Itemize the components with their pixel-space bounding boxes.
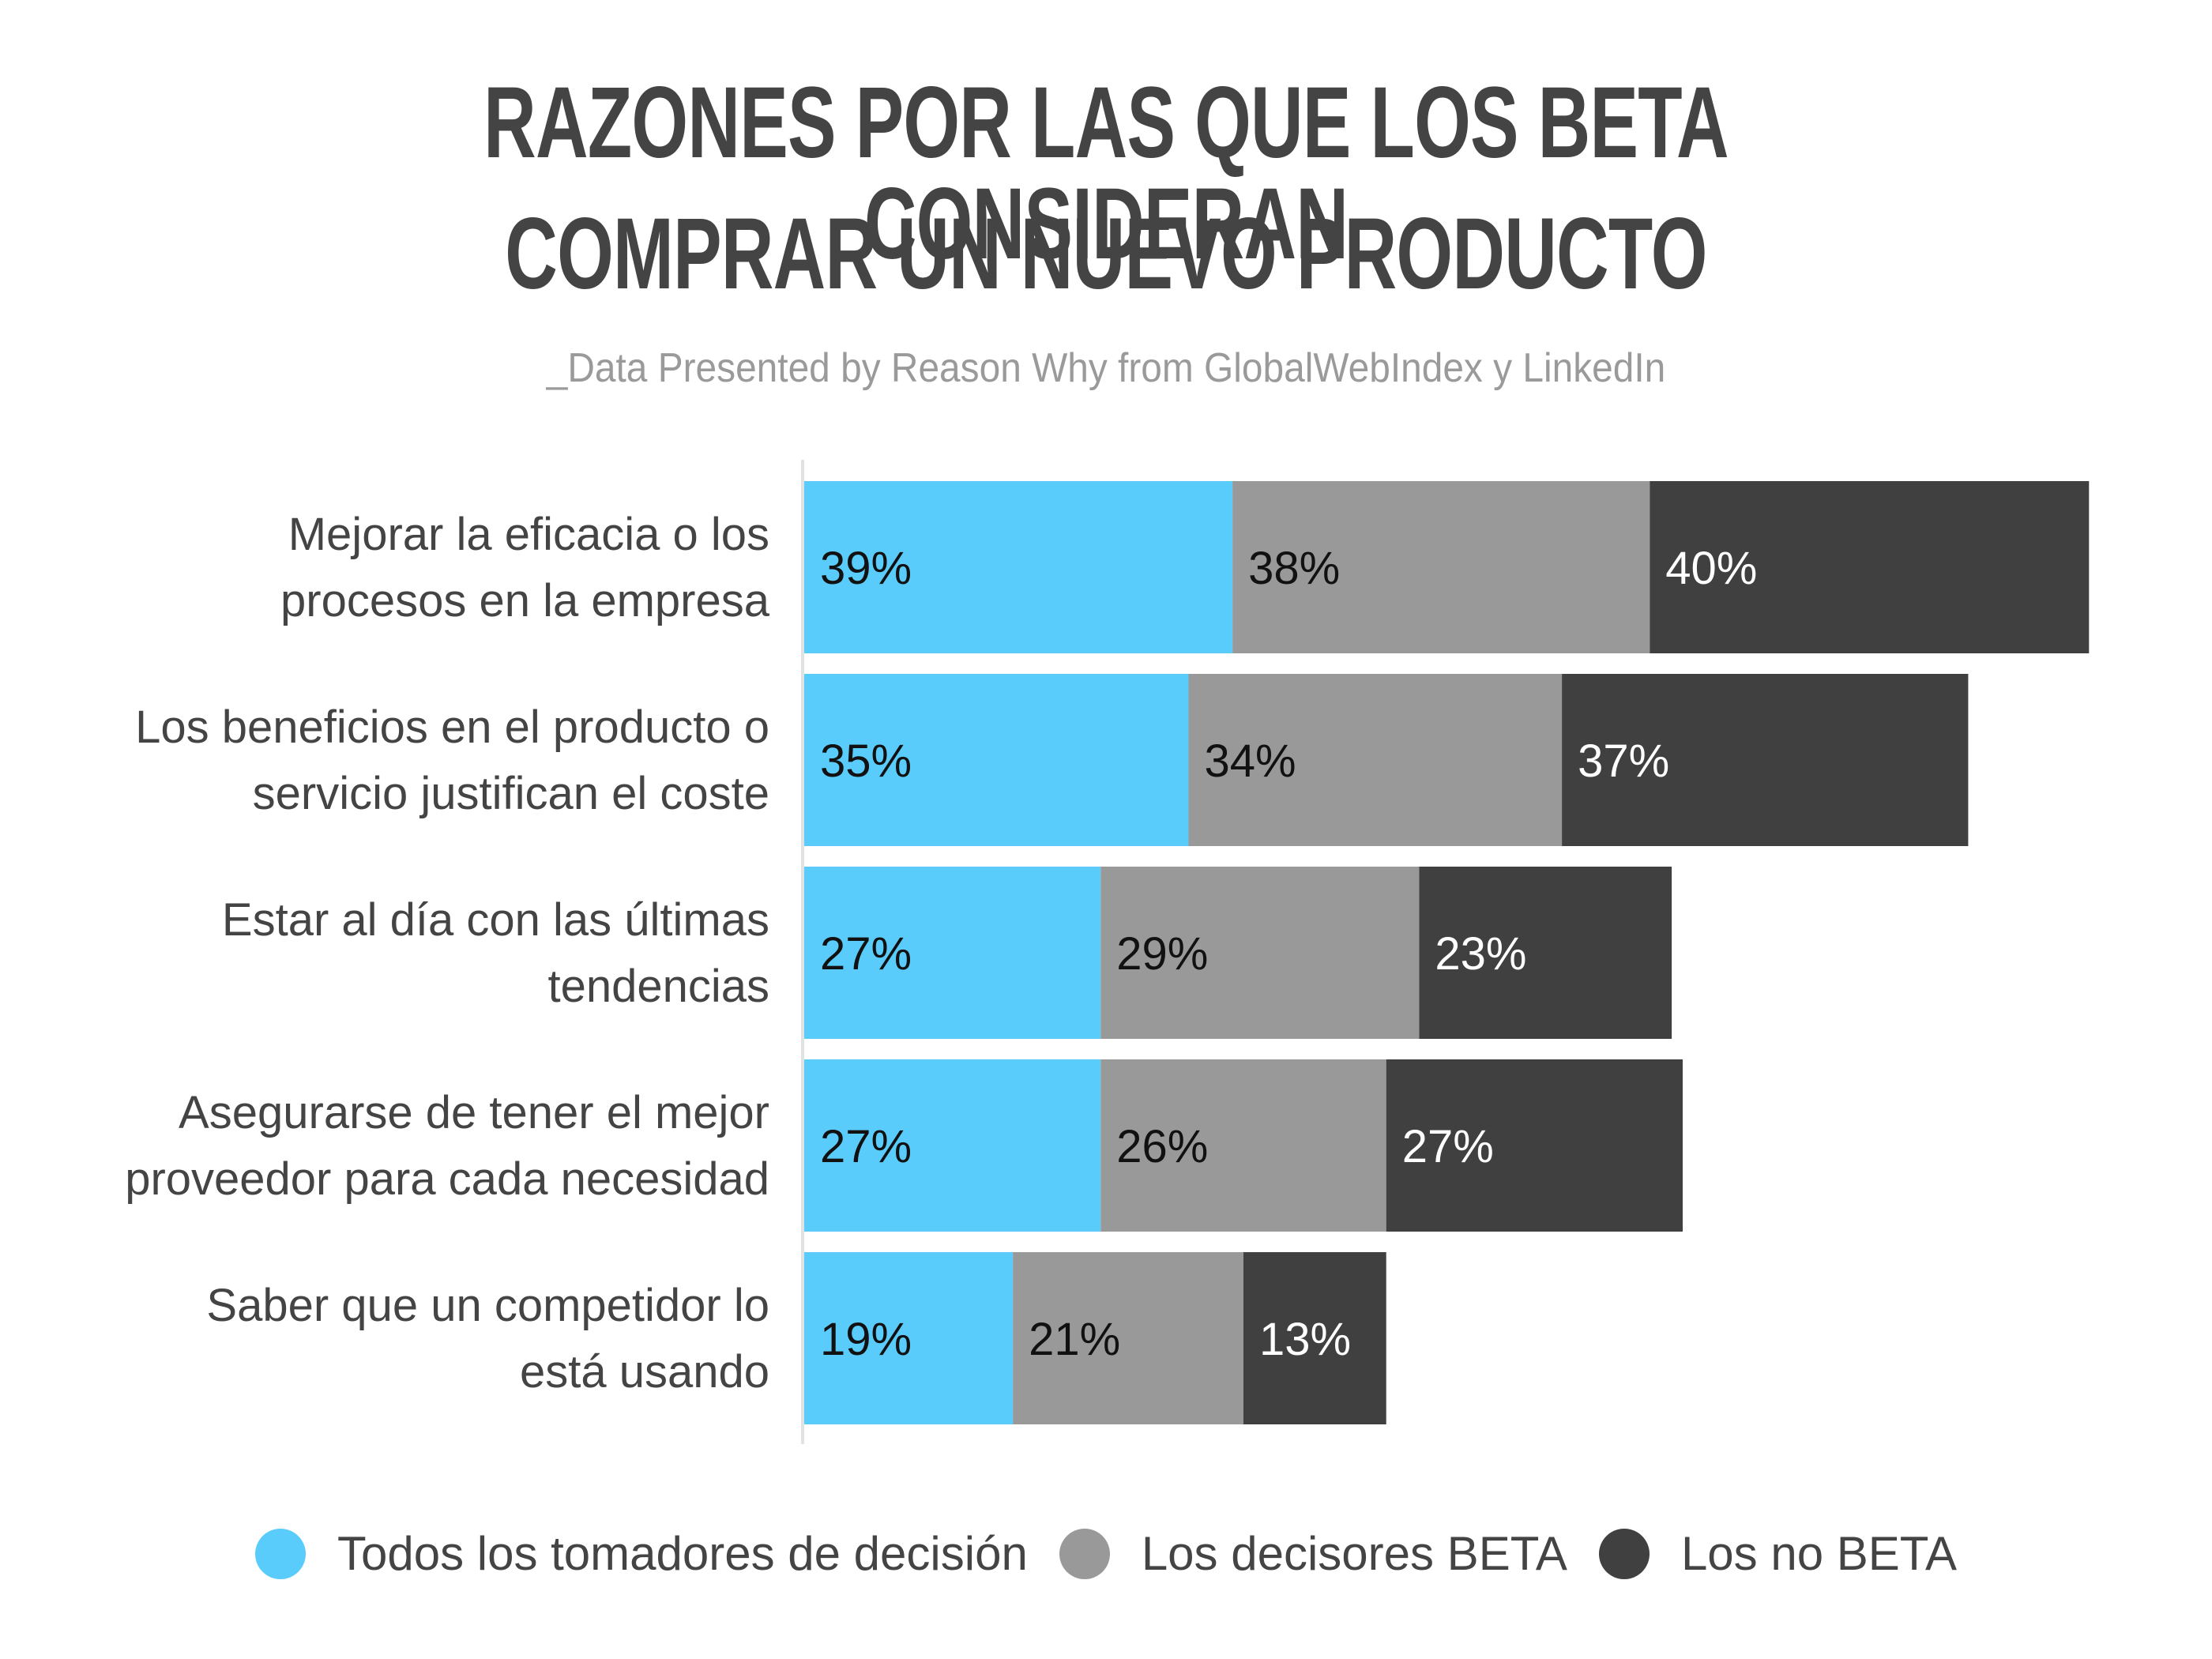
bar-segment <box>1243 1252 1386 1424</box>
category-label: Mejorar la eficacia o los <box>288 509 769 560</box>
category-label: procesos en la empresa <box>280 575 770 626</box>
category-label: proveedor para cada necesidad <box>125 1153 769 1205</box>
data-label: 39% <box>820 543 912 594</box>
data-label: 21% <box>1029 1314 1120 1365</box>
data-label: 13% <box>1259 1314 1351 1365</box>
chart-title-line-2: COMPRAR UN NUEVO PRODUCTO <box>505 198 1707 310</box>
legend-swatch-circle-icon <box>1059 1528 1110 1579</box>
category-label: está usando <box>520 1346 769 1398</box>
data-label: 27% <box>820 928 912 980</box>
legend-item-beta: Los decisores BETA <box>1059 1526 1567 1581</box>
data-label: 27% <box>1402 1121 1494 1172</box>
bar-segment <box>1419 867 1672 1039</box>
category-label: Saber que un competidor lo <box>206 1280 769 1331</box>
category-label: Asegurarse de tener el mejor <box>179 1087 769 1138</box>
bar-segment <box>1232 481 1650 653</box>
bar-segment <box>1013 1252 1243 1424</box>
category-label: tendencias <box>547 961 769 1012</box>
bar-segment <box>1100 1059 1386 1232</box>
bar-segment <box>804 674 1189 846</box>
legend-label: Los decisores BETA <box>1141 1527 1567 1580</box>
chart-title-line-1: RAZONES POR LAS QUE LOS BETA CONSIDERAN <box>483 66 1729 280</box>
data-label: 37% <box>1578 735 1669 787</box>
bar-segment <box>1562 674 1969 846</box>
data-label: 35% <box>820 735 912 787</box>
bar-segment <box>804 1252 1014 1424</box>
data-label: 27% <box>820 1121 912 1172</box>
legend-item-non-beta: Los no BETA <box>1598 1526 1958 1581</box>
data-label: 29% <box>1116 928 1208 980</box>
data-label: 23% <box>1435 928 1526 980</box>
data-label: 34% <box>1205 735 1296 787</box>
bar-segment <box>1188 674 1563 846</box>
data-label: 40% <box>1665 543 1757 594</box>
legend-swatch-circle-icon <box>254 1528 306 1579</box>
legend-swatch-circle-icon <box>1598 1528 1650 1579</box>
bar-segment <box>1650 481 2090 653</box>
data-label: 26% <box>1116 1121 1208 1172</box>
bar-segment <box>804 867 1101 1039</box>
legend-label: Todos los tomadores de decisión <box>337 1527 1028 1580</box>
data-label: 19% <box>820 1314 912 1365</box>
chart-subtitle: _Data Presented by Reason Why from Globa… <box>546 345 1666 391</box>
legend-item-all-decision-makers: Todos los tomadores de decisión <box>254 1526 1028 1581</box>
bar-segment <box>804 1059 1101 1232</box>
category-label: Los beneficios en el producto o <box>135 702 769 753</box>
category-label: servicio justifican el coste <box>253 768 769 819</box>
bar-segment <box>804 481 1233 653</box>
data-label: 38% <box>1248 543 1340 594</box>
category-label: Estar al día con las últimas <box>222 894 769 946</box>
bar-segment <box>1386 1059 1683 1232</box>
legend-label: Los no BETA <box>1680 1527 1958 1580</box>
legend: Todos los tomadores de decisión Los deci… <box>0 1526 2212 1581</box>
bar-segment <box>1100 867 1420 1039</box>
